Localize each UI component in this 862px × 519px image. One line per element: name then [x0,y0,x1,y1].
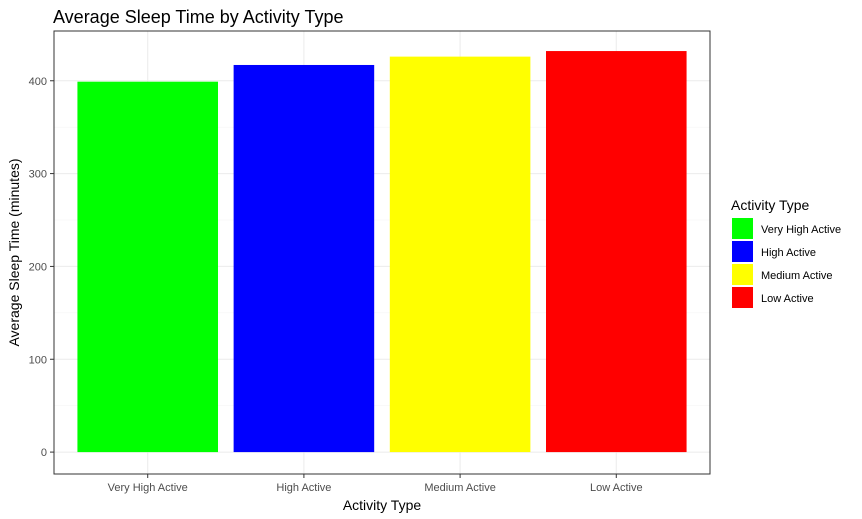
x-tick-label: Medium Active [424,482,496,494]
bar-very-high-active [77,81,218,453]
y-tick-label: 300 [29,169,47,181]
y-axis: 0 100 200 300 400 [29,76,54,459]
x-axis-title: Activity Type [343,497,422,513]
legend-items: Very High Active High Active Medium Active… [732,218,841,308]
legend-label: Very High Active [761,224,841,236]
panel-border [53,30,711,475]
legend-label: Medium Active [761,270,833,282]
legend-swatch [732,287,753,308]
legend: Activity Type Very High Active High Activ… [731,197,841,308]
bars [77,51,687,453]
legend-label: High Active [761,247,816,259]
legend-label: Low Active [761,293,814,305]
bar-medium-active [389,56,531,453]
x-tick-label: High Active [276,482,331,494]
legend-swatch [732,264,753,285]
legend-swatch [732,241,753,262]
plot-panel [53,30,711,475]
legend-swatch [732,218,753,239]
bar-high-active [233,64,375,453]
y-tick-label: 400 [29,76,47,88]
y-tick-label: 100 [29,354,47,366]
chart-title: Average Sleep Time by Activity Type [53,7,344,27]
legend-title: Activity Type [731,197,810,213]
bar-low-active [546,51,687,453]
x-axis: Very High Active High Active Medium Active… [108,474,643,494]
x-tick-label: Low Active [590,482,643,494]
y-axis-title: Average Sleep Time (minutes) [6,158,22,346]
x-tick-label: Very High Active [108,482,188,494]
y-tick-label: 0 [41,447,47,459]
y-tick-label: 200 [29,261,47,273]
